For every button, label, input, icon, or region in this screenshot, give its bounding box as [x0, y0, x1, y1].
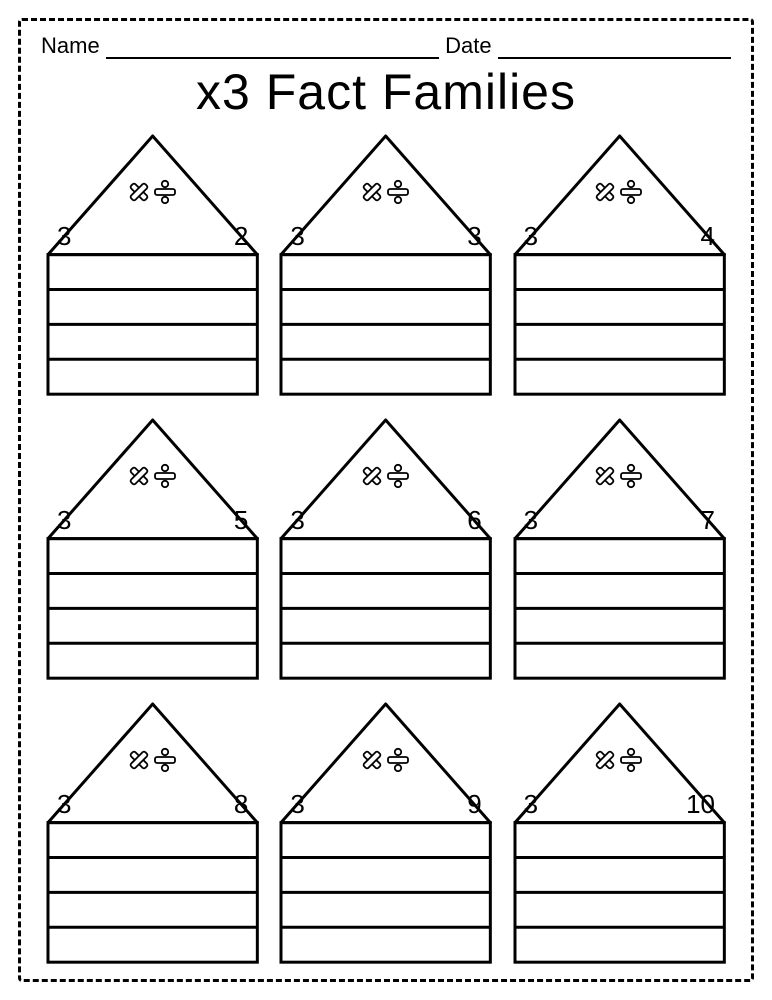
house-right-number: 7	[701, 505, 715, 536]
house-left-number: 3	[57, 221, 71, 252]
multiply-divide-icon	[129, 179, 177, 205]
multiply-divide-icon	[362, 179, 410, 205]
fact-family-house: 32	[45, 133, 260, 397]
multiply-divide-icon	[595, 463, 643, 489]
house-left-number: 3	[290, 505, 304, 536]
house-left-number: 3	[524, 221, 538, 252]
house-right-number: 5	[234, 505, 248, 536]
house-left-number: 3	[290, 789, 304, 820]
fact-family-house: 33	[278, 133, 493, 397]
house-right-number: 10	[686, 789, 715, 820]
multiply-divide-icon	[595, 747, 643, 773]
house-left-number: 3	[57, 505, 71, 536]
date-label: Date	[445, 33, 491, 59]
multiply-divide-icon	[362, 747, 410, 773]
name-label: Name	[41, 33, 100, 59]
house-right-number: 8	[234, 789, 248, 820]
multiply-divide-icon	[129, 463, 177, 489]
dashed-border: Name Date x3 Fact Families 32 33	[18, 18, 754, 982]
fact-family-house: 35	[45, 417, 260, 681]
house-right-number: 6	[467, 505, 481, 536]
fact-family-house: 37	[512, 417, 727, 681]
multiply-divide-icon	[595, 179, 643, 205]
houses-grid: 32 33 34	[41, 133, 731, 966]
house-right-number: 2	[234, 221, 248, 252]
house-right-number: 9	[467, 789, 481, 820]
multiply-divide-icon	[362, 463, 410, 489]
fact-family-house: 3 10	[512, 701, 727, 965]
fact-family-house: 36	[278, 417, 493, 681]
fact-family-house: 38	[45, 701, 260, 965]
fact-family-house: 34	[512, 133, 727, 397]
house-left-number: 3	[524, 789, 538, 820]
fact-family-house: 39	[278, 701, 493, 965]
worksheet-title: x3 Fact Families	[41, 63, 731, 121]
house-left-number: 3	[57, 789, 71, 820]
header-row: Name Date	[41, 33, 731, 59]
name-blank[interactable]	[106, 39, 439, 59]
house-left-number: 3	[290, 221, 304, 252]
house-left-number: 3	[524, 505, 538, 536]
date-blank[interactable]	[498, 39, 731, 59]
house-right-number: 4	[701, 221, 715, 252]
multiply-divide-icon	[129, 747, 177, 773]
worksheet-page: Name Date x3 Fact Families 32 33	[0, 0, 772, 1000]
house-right-number: 3	[467, 221, 481, 252]
